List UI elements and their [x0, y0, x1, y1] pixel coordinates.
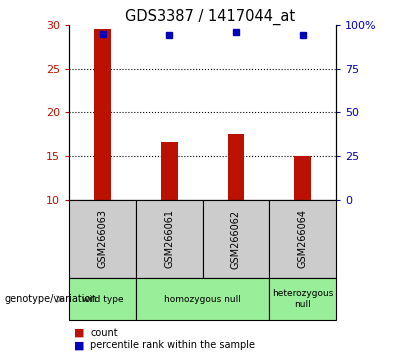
Bar [269, 200, 336, 278]
Text: GDS3387 / 1417044_at: GDS3387 / 1417044_at [125, 9, 295, 25]
Text: heterozygous
null: heterozygous null [272, 290, 333, 309]
Text: ■: ■ [74, 340, 84, 350]
Bar [94, 29, 111, 200]
Text: GSM266064: GSM266064 [298, 210, 308, 268]
Bar [202, 200, 269, 278]
Text: wild type: wild type [82, 295, 123, 304]
Bar [269, 278, 336, 320]
Text: count: count [90, 328, 118, 338]
Bar [69, 278, 136, 320]
Bar [161, 142, 178, 200]
Bar [294, 156, 311, 200]
Bar [136, 278, 269, 320]
Text: homozygous null: homozygous null [164, 295, 241, 304]
Bar [228, 134, 244, 200]
Text: GSM266063: GSM266063 [97, 210, 108, 268]
Text: genotype/variation: genotype/variation [4, 294, 97, 304]
Text: GSM266061: GSM266061 [164, 210, 174, 268]
Text: ■: ■ [74, 328, 84, 338]
Text: percentile rank within the sample: percentile rank within the sample [90, 340, 255, 350]
Text: GSM266062: GSM266062 [231, 209, 241, 269]
Bar [136, 200, 202, 278]
Bar [69, 200, 136, 278]
